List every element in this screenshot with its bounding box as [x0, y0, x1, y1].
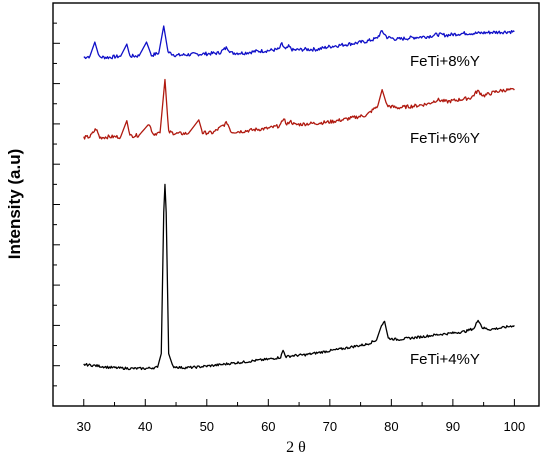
x-tick-label: 50: [200, 419, 214, 434]
x-axis-tick-labels: 30 40 50 60 70 80 90 100: [77, 419, 526, 434]
x-tick-label: 90: [446, 419, 460, 434]
y-axis-title: Intensity (a.u): [5, 149, 24, 260]
x-axis-ticks: [52, 399, 515, 406]
x-tick-label: 80: [384, 419, 398, 434]
y-axis-ticks: [53, 22, 60, 387]
series-line-feti-8-y: [83, 25, 515, 60]
x-tick-label: 30: [77, 419, 91, 434]
x-tick-label: 60: [261, 419, 275, 434]
x-tick-label: 70: [323, 419, 337, 434]
series-label-feti-6y: FeTi+6%Y: [410, 130, 480, 147]
x-tick-label: 100: [504, 419, 526, 434]
series-line-feti-6-y: [83, 78, 515, 140]
series-label-feti-8y: FeTi+8%Y: [410, 53, 480, 70]
series-layer: [83, 25, 515, 371]
x-tick-label: 40: [138, 419, 152, 434]
x-axis-title: 2 θ: [286, 439, 306, 456]
series-line-feti-4-y: [83, 183, 515, 371]
series-label-feti-4y: FeTi+4%Y: [410, 351, 480, 368]
